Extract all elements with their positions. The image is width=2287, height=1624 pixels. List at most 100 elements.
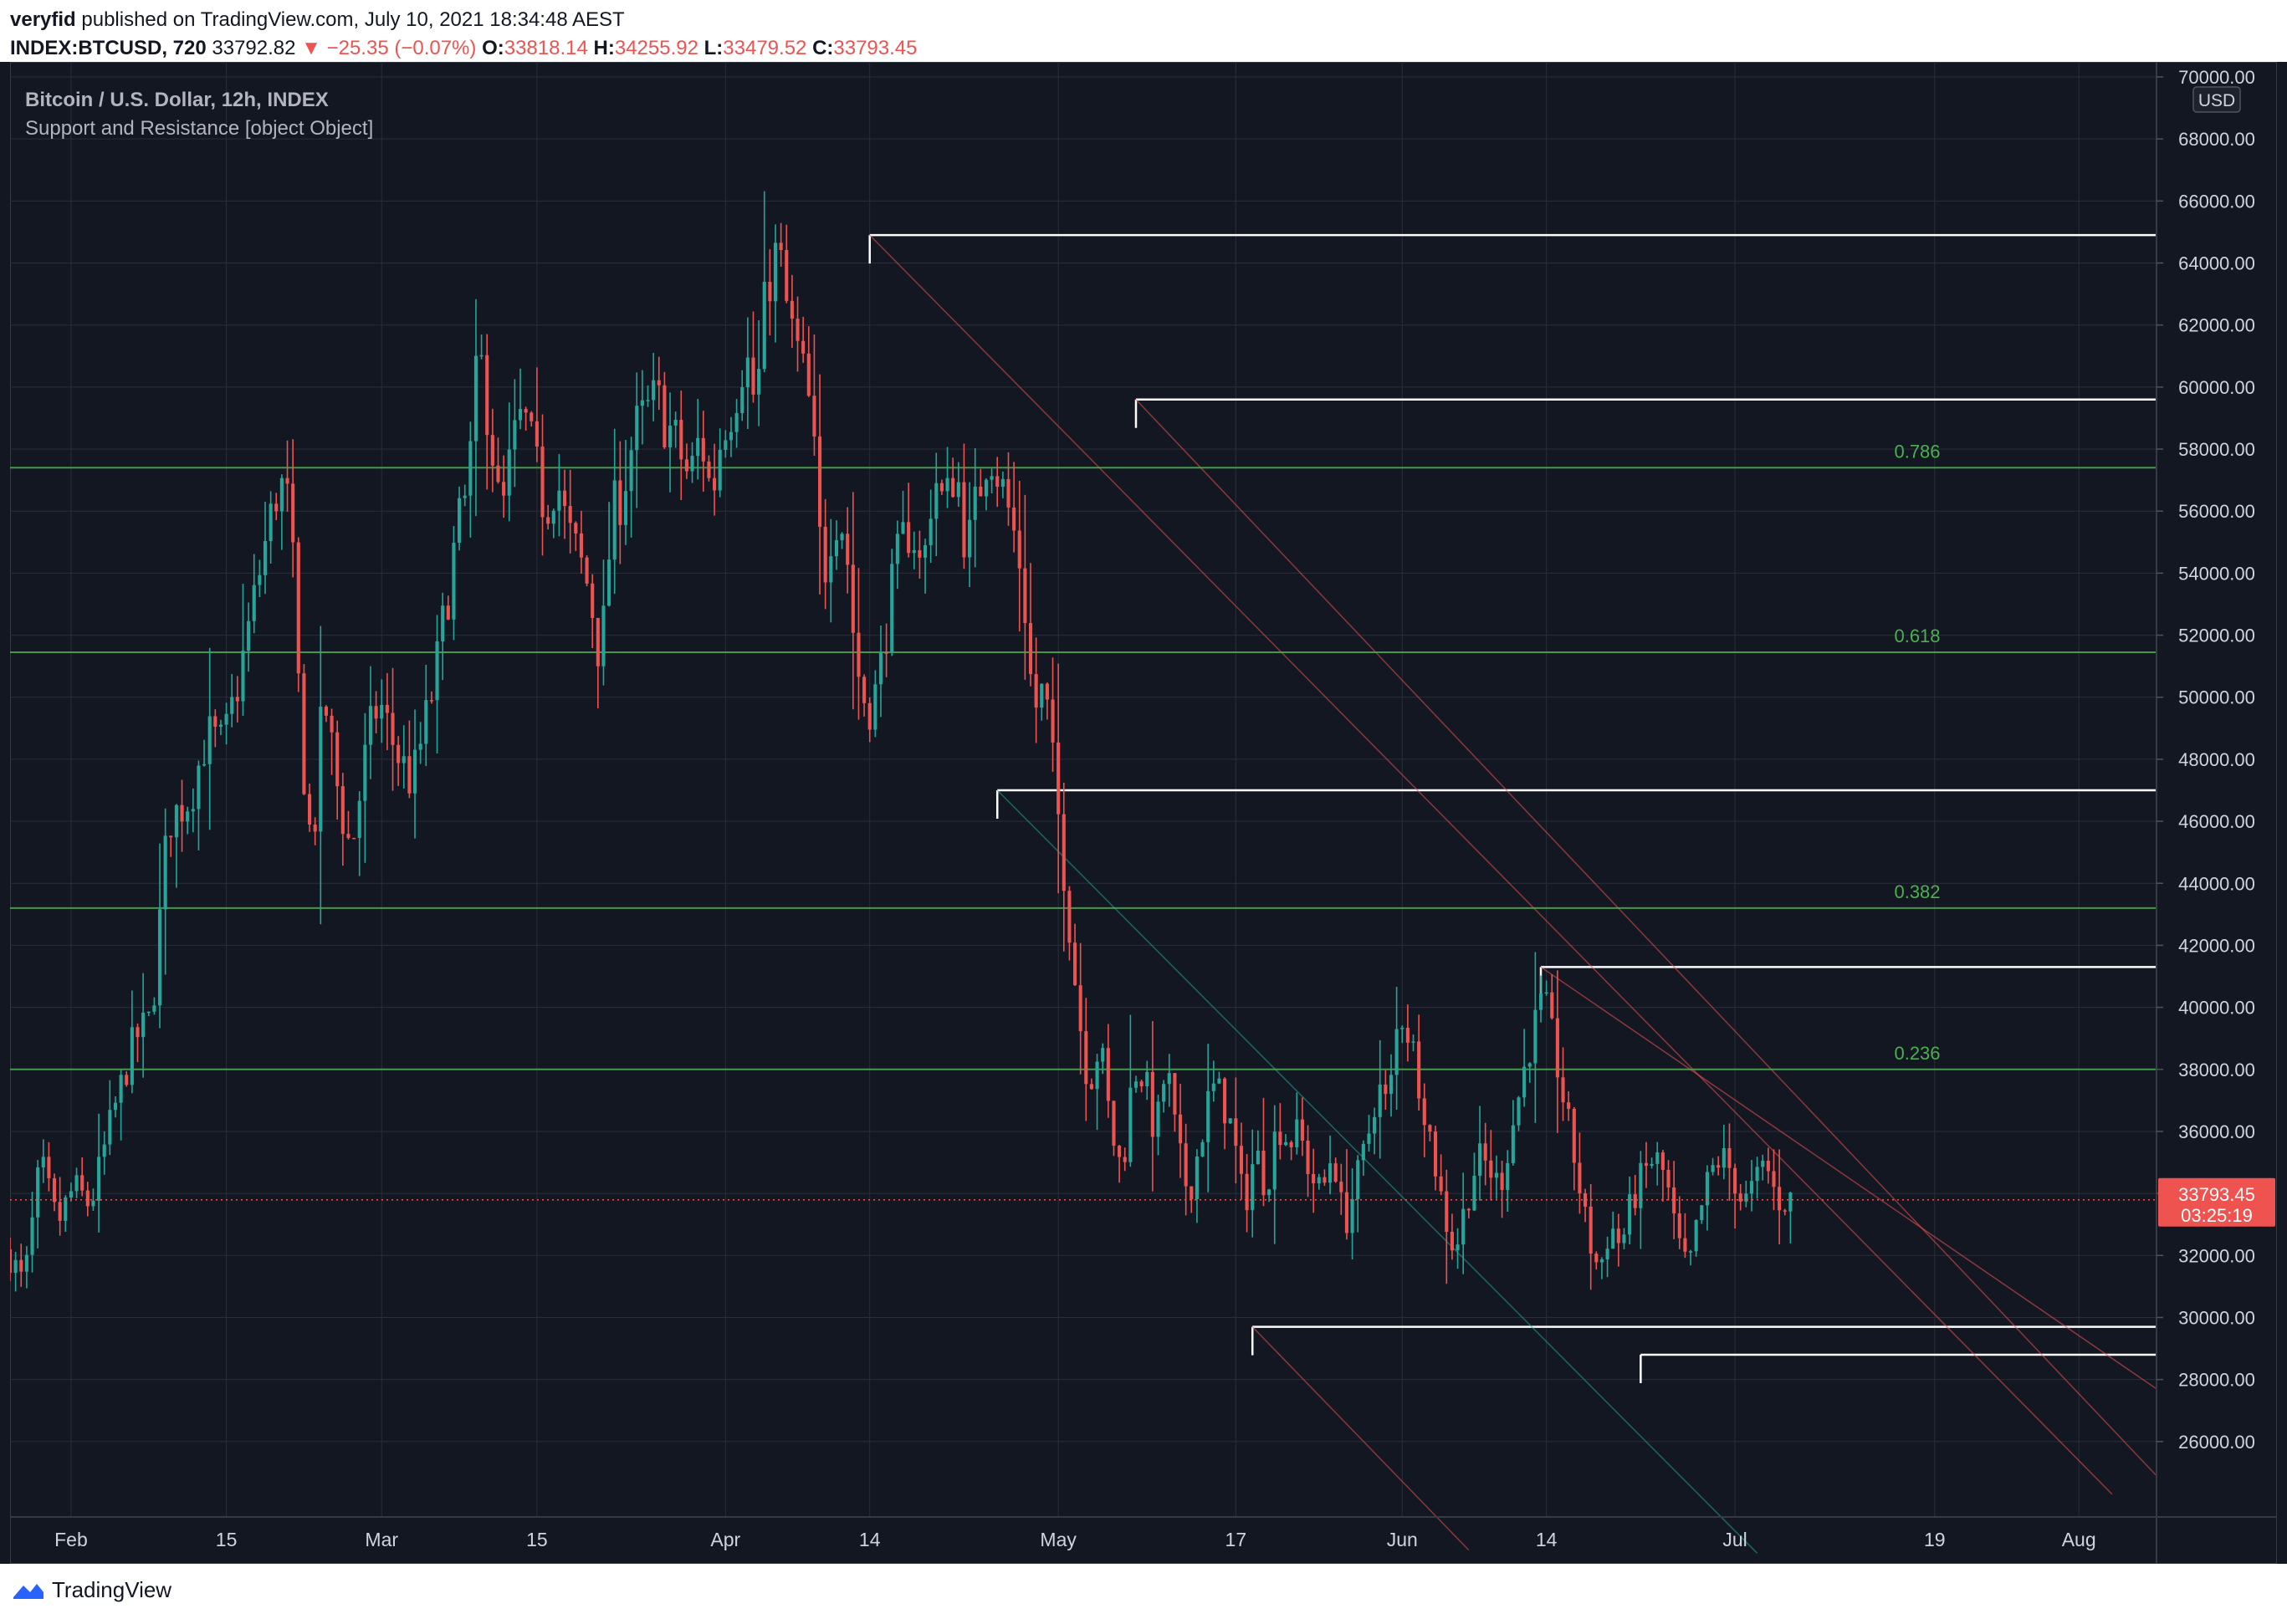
candle-body <box>1466 1208 1471 1211</box>
candle <box>1267 1188 1271 1203</box>
candle-body <box>1567 1102 1571 1109</box>
candle-body <box>279 477 284 512</box>
candle-body <box>146 1011 151 1014</box>
candle-body <box>806 353 811 396</box>
candle <box>1217 1071 1221 1085</box>
candle <box>186 806 190 835</box>
candle-body <box>524 409 528 413</box>
time-tick-label: Aug <box>2062 1529 2096 1550</box>
candle-body <box>30 1217 34 1255</box>
candle <box>10 1238 13 1282</box>
candle-body <box>1445 1191 1449 1232</box>
candle-body <box>291 483 295 543</box>
candle <box>773 224 778 343</box>
candle <box>458 486 462 551</box>
candle-body <box>485 355 489 436</box>
candle <box>1118 1145 1122 1183</box>
candle <box>296 537 300 692</box>
candle <box>1472 1152 1476 1212</box>
candle-body <box>412 749 417 794</box>
candle <box>1733 1163 1737 1229</box>
candle-body <box>1766 1160 1770 1172</box>
candle-body <box>296 542 300 674</box>
candle-body <box>1089 1084 1094 1090</box>
candle <box>1339 1163 1343 1215</box>
candle <box>252 554 256 634</box>
candle-body <box>1517 1097 1521 1126</box>
candle <box>1156 1094 1160 1156</box>
ohlc-line: INDEX:BTCUSD, 720 33792.82 ▼ −25.35 (−0.… <box>10 37 918 60</box>
price-tick-label: 56000.00 <box>2178 501 2255 522</box>
candle <box>562 469 567 539</box>
candle-body <box>623 491 628 525</box>
candle-body <box>1522 1066 1527 1098</box>
candle-body <box>64 1197 68 1221</box>
candle <box>1666 1160 1670 1201</box>
candle <box>1639 1151 1643 1249</box>
candle <box>1000 471 1005 498</box>
candle-body <box>796 319 800 341</box>
candle <box>1057 663 1061 894</box>
support-resistance-lines <box>868 233 2157 1383</box>
price-tick-label: 40000.00 <box>2178 998 2255 1019</box>
candle-body <box>1639 1162 1643 1208</box>
candle <box>146 1011 151 1017</box>
candle <box>1755 1157 1759 1199</box>
candle-body <box>1178 1114 1183 1144</box>
candle-body <box>1239 1146 1244 1174</box>
candle-body <box>1234 1118 1238 1147</box>
candle <box>657 356 661 411</box>
time-tick-label: 19 <box>1924 1529 1946 1550</box>
candle <box>796 296 800 372</box>
price-tick-label: 36000.00 <box>2178 1121 2255 1142</box>
candle-body <box>724 440 728 450</box>
candle-body <box>530 412 534 421</box>
candle <box>85 1182 90 1217</box>
candle <box>1350 1167 1354 1260</box>
candle-body <box>851 564 855 633</box>
currency-badge[interactable]: USD <box>2192 86 2241 113</box>
trend-line <box>1540 966 2157 1390</box>
chart-title[interactable]: Bitcoin / U.S. Dollar, 12h, INDEX <box>25 89 329 111</box>
candle <box>291 439 295 578</box>
candle-body <box>1483 1143 1487 1161</box>
candle-body <box>335 732 340 787</box>
candle-body <box>757 369 761 395</box>
candle-body <box>901 522 905 534</box>
candle-body <box>324 707 328 716</box>
candle <box>1101 1043 1105 1075</box>
candle <box>1394 987 1399 1111</box>
candle <box>1272 1105 1277 1244</box>
time-axis[interactable]: Feb 15 Mar 15 Apr 14 May 17 Jun 14 Jul 19 Aug <box>54 1529 2096 1550</box>
candle <box>995 457 1000 508</box>
author-name[interactable]: veryfid <box>10 8 76 31</box>
candle-body <box>546 517 550 524</box>
candle <box>1683 1213 1687 1259</box>
candle-body <box>1506 1162 1510 1190</box>
candle-body <box>1711 1165 1715 1172</box>
candle <box>1511 1100 1515 1166</box>
candle <box>968 482 972 588</box>
price-tick-label: 30000.00 <box>2178 1307 2255 1328</box>
candle-body <box>363 744 367 801</box>
candle-body <box>368 706 373 745</box>
candle-body <box>36 1167 40 1218</box>
candle <box>585 554 589 587</box>
indicator-label[interactable]: Support and Resistance [object Object] <box>25 117 374 140</box>
tradingview-logo[interactable]: TradingView <box>12 1577 171 1603</box>
candle-body <box>1538 993 1543 1010</box>
candle <box>479 334 483 360</box>
candle-body <box>1312 1173 1316 1184</box>
time-tick-label: Jun <box>1387 1529 1418 1550</box>
price-tick-label: 26000.00 <box>2178 1432 2255 1453</box>
candle-body <box>1650 1163 1654 1167</box>
candle <box>790 274 794 348</box>
price-chart[interactable]: 0.786 0.618 0.382 0.236 70000.00 68000.00 660… <box>10 62 2277 1564</box>
candle <box>740 370 744 421</box>
candle-body <box>1527 1063 1532 1067</box>
header-band <box>0 0 2287 62</box>
candle <box>429 691 433 704</box>
candle-body <box>1461 1208 1466 1245</box>
candle-body <box>1328 1163 1333 1183</box>
